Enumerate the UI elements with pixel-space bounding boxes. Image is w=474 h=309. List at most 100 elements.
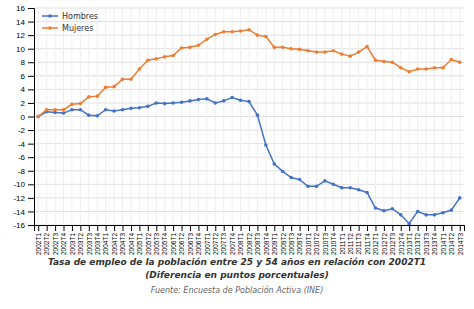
x-tick-mark xyxy=(342,225,343,231)
series-point xyxy=(129,77,133,81)
y-tick-label: -8 xyxy=(18,167,26,176)
x-tick-mark xyxy=(131,225,132,231)
x-tick: 2009T3 xyxy=(288,225,295,255)
x-tick: 2012T4 xyxy=(398,225,405,255)
x-tick: 2005T1 xyxy=(136,225,143,255)
series-point xyxy=(256,113,260,117)
x-grid-line xyxy=(459,8,460,225)
y-tick: 14 xyxy=(16,18,34,27)
x-tick: 2005T2 xyxy=(145,225,152,255)
x-tick: 2014T2 xyxy=(448,225,455,255)
series-point xyxy=(458,196,462,200)
x-tick-label: 2012T1 xyxy=(372,233,379,255)
y-tick: 0 xyxy=(21,113,34,122)
x-tick-label: 2008T2 xyxy=(246,233,253,255)
x-grid-line xyxy=(333,8,334,225)
y-tick-mark xyxy=(28,198,34,199)
x-tick-label: 2004T1 xyxy=(102,233,109,255)
x-tick-mark xyxy=(257,225,258,231)
series-point xyxy=(264,143,268,147)
series-point xyxy=(306,185,310,189)
x-tick: 2010T4 xyxy=(330,225,337,255)
x-tick-label: 2008T1 xyxy=(237,233,244,255)
x-tick-mark xyxy=(182,225,183,231)
x-tick-mark xyxy=(165,225,166,231)
x-tick-mark xyxy=(232,225,233,231)
x-tick-label: 2003T4 xyxy=(94,233,101,255)
x-tick-label: 2013T4 xyxy=(431,233,438,255)
x-grid-line xyxy=(324,8,325,225)
x-tick: 2012T2 xyxy=(381,225,388,255)
x-tick: 2002T2 xyxy=(43,225,50,255)
x-tick-label: 2005T4 xyxy=(161,233,168,255)
x-tick-label: 2009T2 xyxy=(280,233,287,255)
x-tick-mark xyxy=(426,225,427,231)
x-tick-mark xyxy=(148,225,149,231)
x-grid-line xyxy=(409,8,410,225)
x-grid-line xyxy=(215,8,216,225)
legend: HombresMujeres xyxy=(42,12,98,33)
x-tick-label: 2008T3 xyxy=(254,233,261,255)
series-point xyxy=(36,115,40,119)
x-tick: 2013T1 xyxy=(406,225,413,255)
series-point xyxy=(323,50,327,54)
x-tick-label: 2007T4 xyxy=(229,233,236,255)
series-point xyxy=(315,50,319,54)
series-point xyxy=(374,58,378,62)
x-tick-label: 2009T3 xyxy=(288,233,295,255)
x-tick: 2005T4 xyxy=(161,225,168,255)
x-tick-label: 2007T3 xyxy=(220,233,227,255)
chart-svg: -16-14-12-10-8-6-4-202468101214162002T12… xyxy=(0,0,474,309)
series-point xyxy=(365,191,369,195)
x-tick: 2013T2 xyxy=(414,225,421,255)
x-grid-line xyxy=(71,8,72,225)
x-tick-mark xyxy=(249,225,250,231)
x-grid-line xyxy=(392,8,393,225)
series-point xyxy=(239,29,243,33)
x-tick-mark xyxy=(156,225,157,231)
series-point xyxy=(87,95,91,99)
x-tick-mark xyxy=(123,225,124,231)
series-point xyxy=(458,60,462,64)
series-point xyxy=(340,52,344,56)
y-tick-label: 4 xyxy=(21,85,26,94)
x-grid-line xyxy=(63,8,64,225)
x-tick-label: 2012T4 xyxy=(398,233,405,255)
x-grid-line xyxy=(282,8,283,225)
x-tick: 2007T4 xyxy=(229,225,236,255)
series-point xyxy=(441,66,445,70)
x-tick: 2014T1 xyxy=(440,225,447,255)
x-tick-mark xyxy=(173,225,174,231)
series-point xyxy=(112,85,116,89)
x-grid-line xyxy=(249,8,250,225)
x-tick: 2006T2 xyxy=(178,225,185,255)
series-point xyxy=(298,178,302,182)
y-tick-mark xyxy=(28,117,34,118)
x-grid-line xyxy=(80,8,81,225)
x-tick: 2008T4 xyxy=(263,225,270,255)
x-tick-mark xyxy=(350,225,351,231)
series-point xyxy=(382,209,386,213)
x-tick-mark xyxy=(392,225,393,231)
x-grid-line xyxy=(198,8,199,225)
series-point xyxy=(180,46,184,50)
x-tick-label: 2007T2 xyxy=(212,233,219,255)
grid xyxy=(34,8,464,225)
x-tick: 2013T4 xyxy=(431,225,438,255)
x-tick: 2011T4 xyxy=(364,225,371,255)
x-tick: 2003T4 xyxy=(94,225,101,255)
series-point xyxy=(180,100,184,104)
x-tick-mark xyxy=(308,225,309,231)
x-tick: 2004T2 xyxy=(111,225,118,255)
series-point xyxy=(416,67,420,71)
series-point xyxy=(197,98,201,102)
series-point xyxy=(264,35,268,39)
series-line xyxy=(38,30,460,117)
legend-item: Mujeres xyxy=(42,24,93,33)
x-tick-mark xyxy=(241,225,242,231)
series-point xyxy=(391,60,395,64)
y-tick-mark xyxy=(28,184,34,185)
x-grid-line xyxy=(265,8,266,225)
y-axis: -16-14-12-10-8-6-4-20246810121416 xyxy=(13,4,34,230)
y-tick-label: -12 xyxy=(13,194,25,203)
